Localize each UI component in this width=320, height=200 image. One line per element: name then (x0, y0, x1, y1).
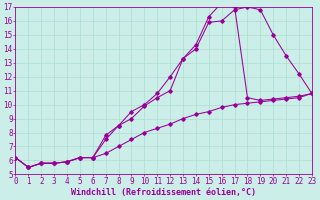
X-axis label: Windchill (Refroidissement éolien,°C): Windchill (Refroidissement éolien,°C) (71, 188, 256, 197)
